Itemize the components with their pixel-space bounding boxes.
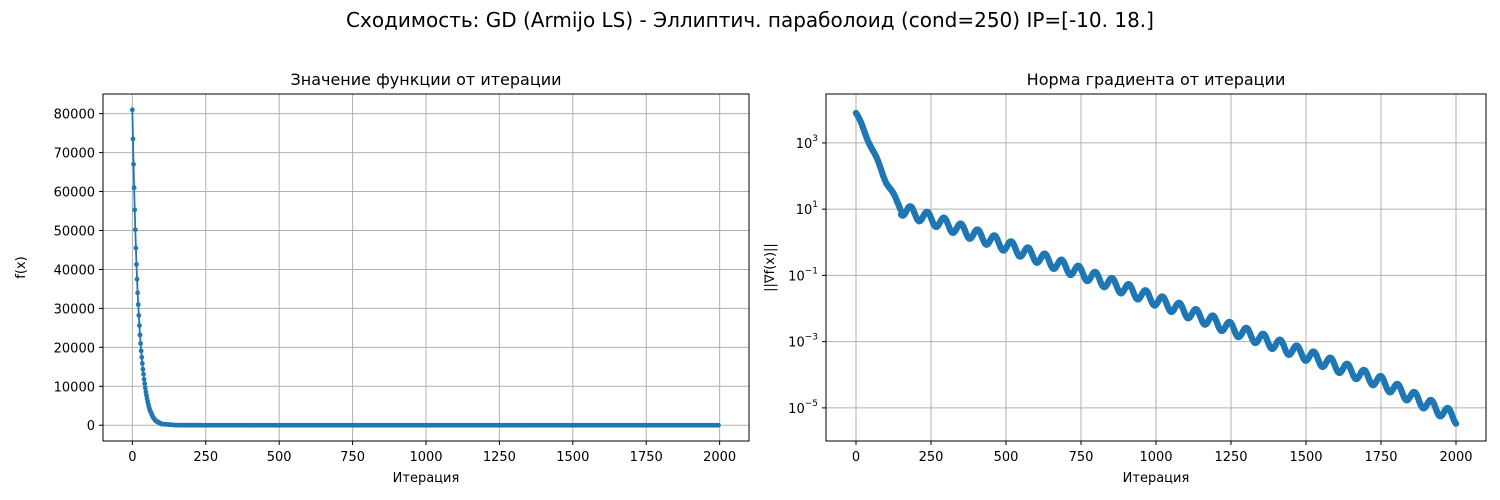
x-tick-label: 0 — [128, 450, 136, 465]
data-point — [140, 366, 146, 372]
y-axis-label: f(x) — [14, 256, 29, 278]
series-group — [852, 109, 1460, 427]
data-point — [135, 290, 141, 296]
x-axis-label: Итерация — [393, 471, 460, 486]
data-point — [897, 206, 904, 213]
data-point — [132, 227, 138, 233]
data-point — [141, 371, 146, 377]
y-tick-label: 40000 — [54, 263, 95, 278]
y-tick-label: 10000 — [54, 380, 95, 395]
x-axis-label: Итерация — [1123, 471, 1190, 486]
data-point — [1452, 420, 1460, 427]
y-tick-label: 10−1 — [788, 266, 818, 284]
y-tick-label: 60000 — [54, 186, 95, 201]
data-point — [131, 161, 136, 167]
x-tick-label: 1250 — [483, 450, 516, 465]
x-tick-label: 0 — [852, 450, 860, 465]
axes-1: 0 250 500 750 1000 1250 1500 1750 20000100002000… — [14, 70, 750, 486]
data-point — [136, 313, 142, 318]
x-tick-label: 1000 — [1139, 450, 1172, 465]
data-point — [134, 276, 140, 282]
data-point — [138, 341, 143, 346]
data-point — [139, 354, 145, 360]
data-point — [132, 207, 138, 213]
x-tick-label: 250 — [193, 450, 218, 465]
x-tick-label: 750 — [1069, 450, 1094, 465]
x-tick-label: 1000 — [409, 450, 442, 465]
x-tick-label: 1750 — [630, 450, 663, 465]
y-tick-label: 20000 — [54, 341, 95, 356]
data-point — [142, 385, 148, 391]
x-tick-label: 500 — [267, 450, 292, 465]
data-point — [131, 185, 137, 191]
x-tick-label: 1500 — [556, 450, 589, 465]
series-group — [129, 107, 721, 428]
series-line — [131, 109, 719, 427]
y-tick-label: 10−5 — [788, 399, 818, 417]
data-point — [135, 302, 141, 307]
x-tick-label: 2000 — [1439, 450, 1472, 465]
y-tick-label: 103 — [796, 134, 818, 152]
data-point — [716, 422, 721, 428]
chart-title: Норма градиента от итерации — [1027, 70, 1286, 89]
figure-title: Сходимость: GD (Armijo LS) - Эллиптич. п… — [346, 8, 1154, 32]
data-point — [137, 323, 142, 328]
data-point — [134, 261, 139, 267]
data-point — [138, 348, 144, 354]
x-tick-label: 1500 — [1289, 450, 1322, 465]
data-point — [133, 245, 139, 251]
y-tick-label: 0 — [87, 419, 95, 434]
x-tick-label: 500 — [994, 450, 1019, 465]
x-tick-label: 1250 — [1214, 450, 1247, 465]
y-tick-label: 30000 — [54, 302, 95, 317]
x-tick-label: 250 — [919, 450, 944, 465]
data-point — [137, 332, 143, 338]
y-tick-label: 70000 — [54, 147, 95, 162]
x-tick-label: 750 — [340, 450, 365, 465]
y-tick-label: 50000 — [54, 225, 95, 240]
y-tick-label: 10−3 — [788, 333, 818, 351]
chart-title: Значение функции от итерации — [290, 70, 561, 89]
data-point — [129, 107, 135, 113]
y-tick-label: 101 — [796, 200, 818, 218]
x-tick-label: 1750 — [1364, 450, 1397, 465]
data-point — [139, 361, 145, 366]
data-point — [142, 381, 148, 387]
x-tick-label: 2000 — [703, 450, 736, 465]
data-point — [141, 376, 147, 382]
y-axis-label: ||∇f(x)|| — [763, 243, 778, 292]
y-tick-label: 80000 — [54, 108, 95, 123]
data-point — [130, 136, 136, 142]
axes-2: 0 250 500 750 1000 1250 1500 1750 2000 10−5 10−3 10… — [763, 70, 1487, 486]
